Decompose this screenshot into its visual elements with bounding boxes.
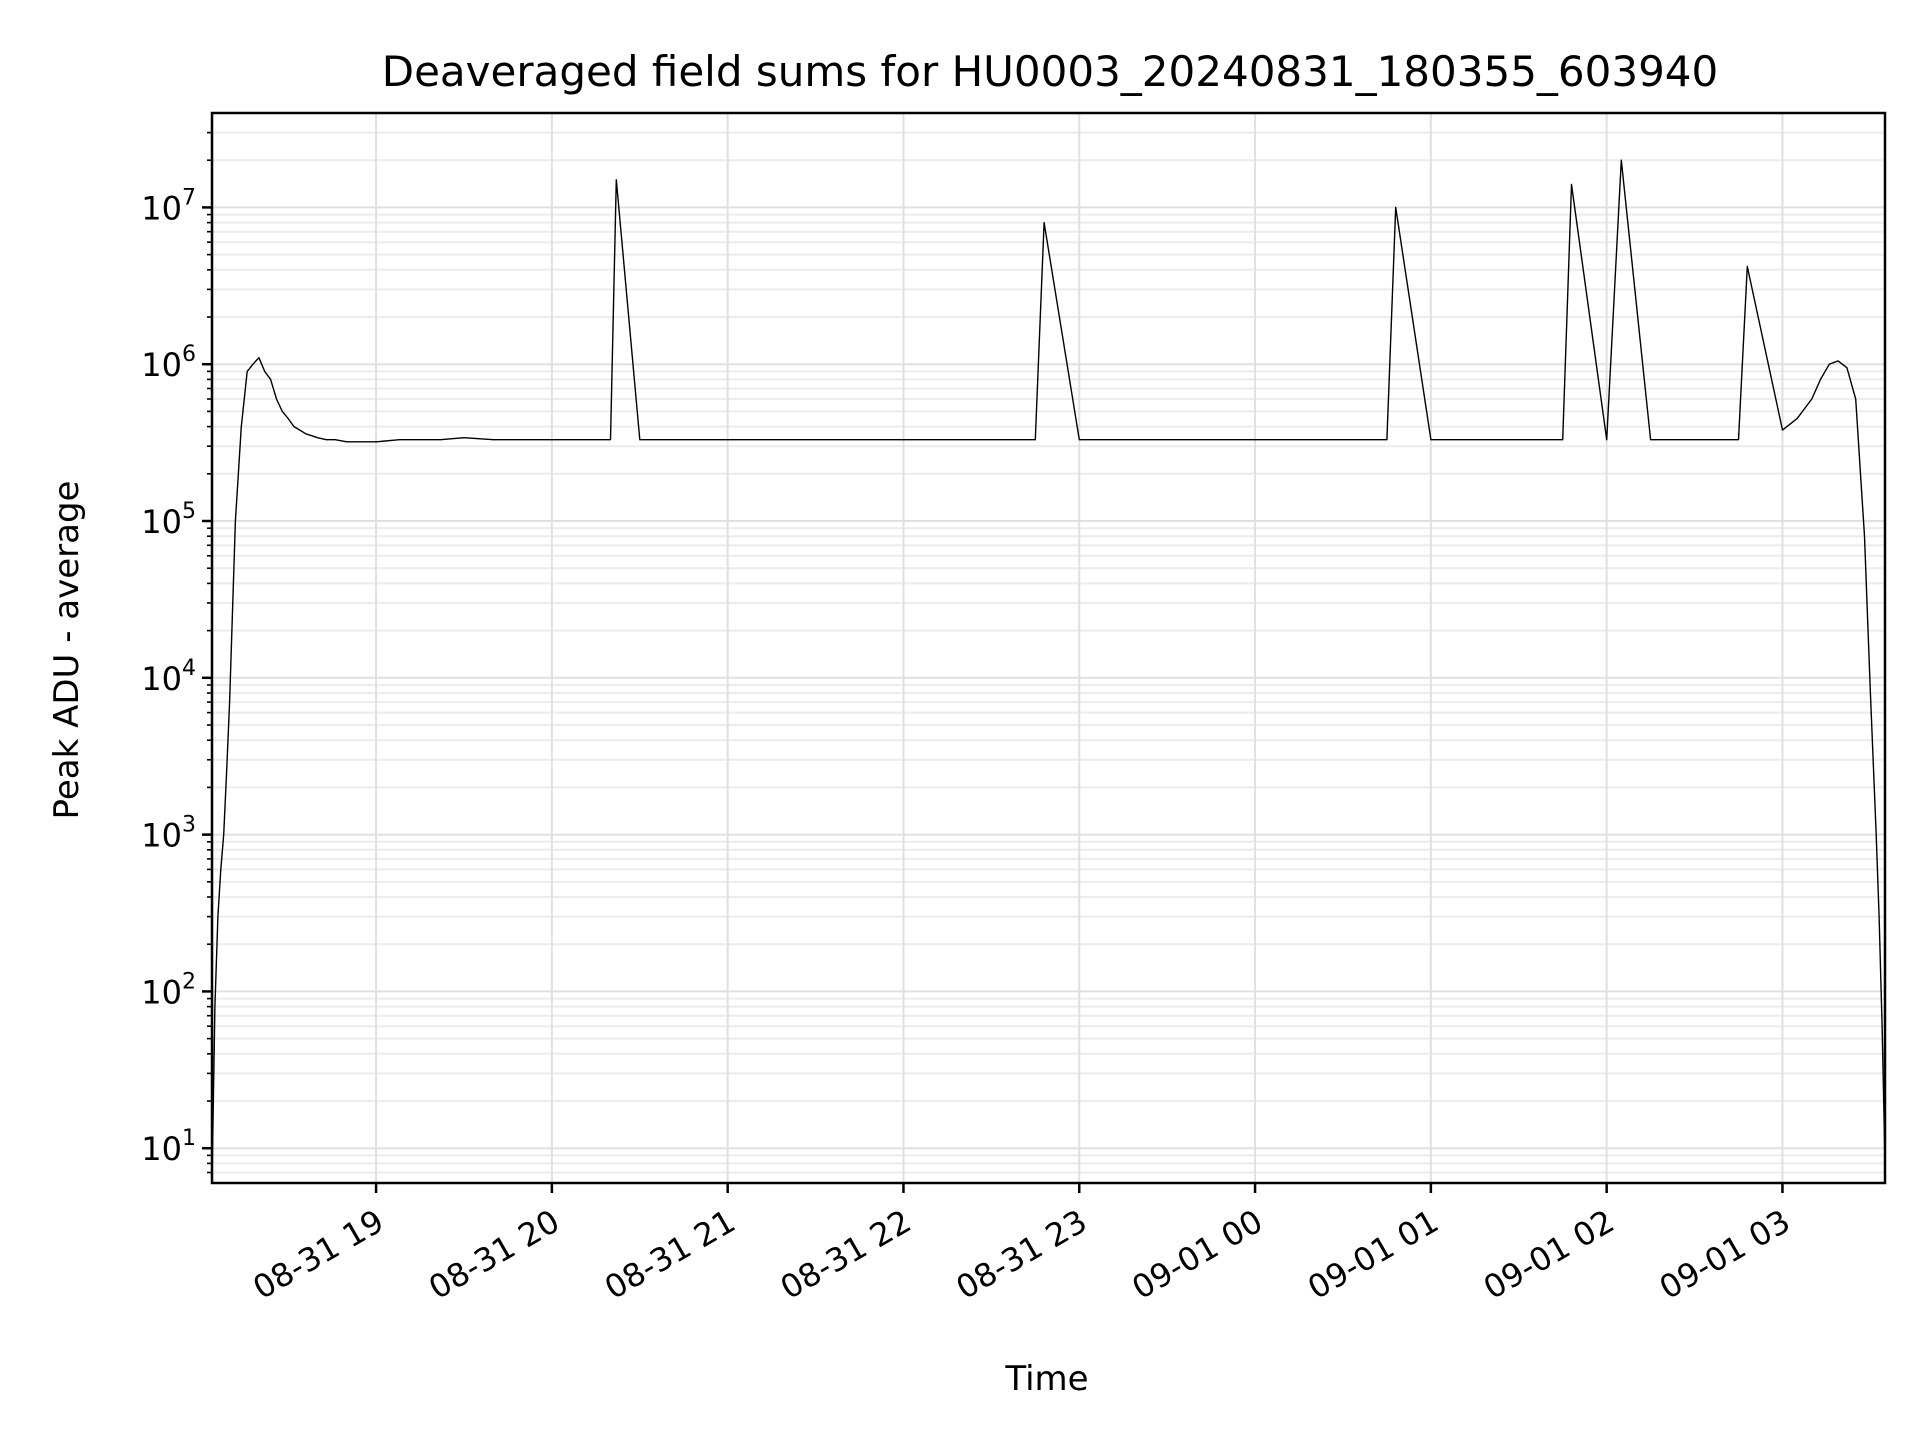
plot-frame [210, 111, 1887, 1185]
y-tick-label: 104 [141, 656, 196, 698]
y-tick-label: 107 [141, 185, 196, 227]
x-axis-label: Time [1004, 1359, 1088, 1399]
y-tick-label: 103 [141, 813, 196, 855]
y-tick-label: 105 [141, 499, 196, 541]
grid [212, 113, 1885, 1183]
series-layer [211, 159, 1886, 1184]
y-axis-label: Peak ADU - average [47, 481, 87, 820]
y-tick-label: 102 [141, 969, 196, 1011]
chart-title: Deaveraged field sums for HU0003_2024083… [382, 47, 1719, 96]
y-tick-label: 101 [141, 1126, 196, 1168]
series-line-0 [211, 159, 1886, 1184]
y-tick-label: 106 [141, 342, 196, 384]
